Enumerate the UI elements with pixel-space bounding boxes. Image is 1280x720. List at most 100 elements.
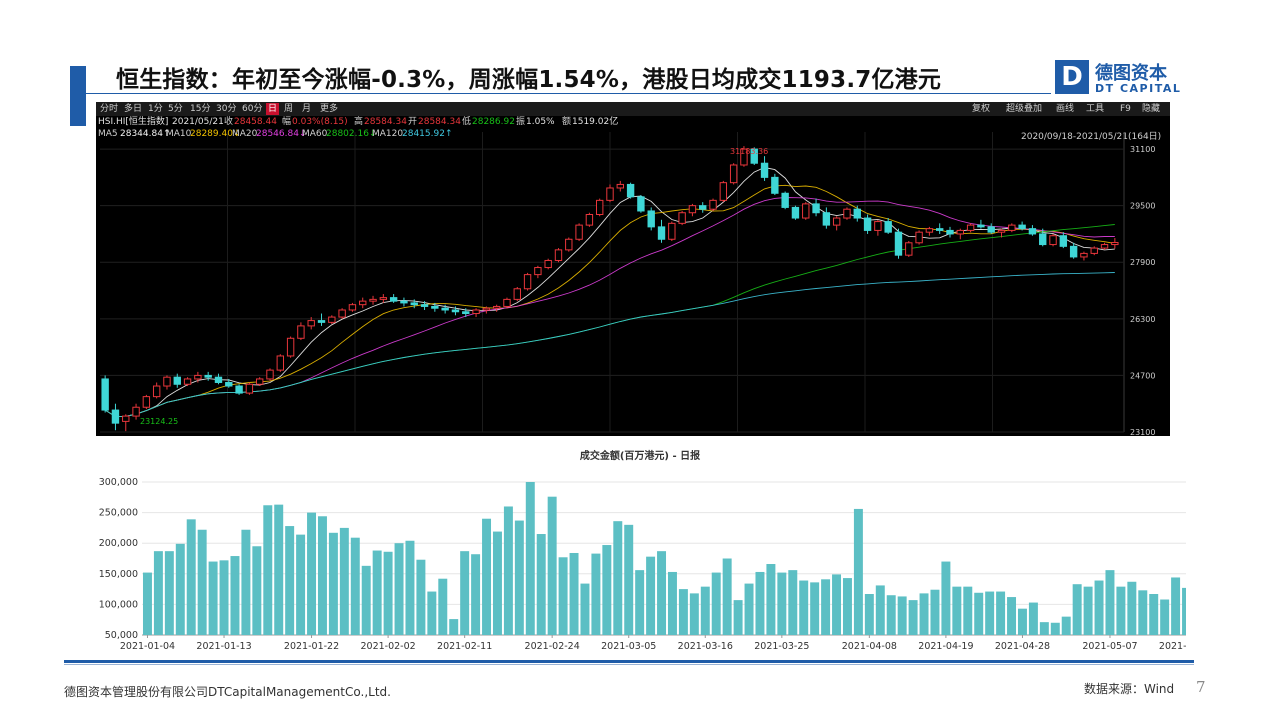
volume-y-tick: 250,000 bbox=[99, 508, 138, 519]
volume-bar bbox=[602, 545, 612, 635]
candle bbox=[1059, 232, 1068, 249]
volume-bar bbox=[1116, 586, 1126, 635]
volume-bar bbox=[952, 586, 962, 635]
volume-bar bbox=[197, 529, 207, 635]
volume-bar bbox=[766, 564, 776, 635]
volume-bar bbox=[919, 593, 929, 635]
candle bbox=[894, 228, 903, 259]
volume-x-tick: 2021-02-11 bbox=[437, 641, 492, 652]
volume-bar bbox=[383, 551, 393, 635]
candle bbox=[657, 219, 666, 243]
volume-y-tick: 50,000 bbox=[105, 630, 138, 641]
ma10-label: MA10 bbox=[166, 129, 192, 139]
volume-bar bbox=[460, 551, 470, 635]
candle bbox=[709, 198, 717, 211]
candle bbox=[1018, 221, 1026, 231]
candle bbox=[225, 378, 233, 388]
volume-bar bbox=[689, 593, 699, 635]
overlay-button[interactable]: 超级叠加 bbox=[1006, 104, 1043, 114]
volume-bar bbox=[274, 504, 284, 635]
candle bbox=[420, 301, 429, 310]
volume-bar bbox=[482, 518, 492, 635]
candles bbox=[101, 146, 1119, 432]
volume-x-tick: 2021-04-28 bbox=[995, 641, 1050, 652]
candle bbox=[565, 237, 573, 252]
candle bbox=[1111, 238, 1119, 249]
volume-bar bbox=[208, 561, 218, 635]
low-label: 低 bbox=[462, 117, 472, 127]
volume-bar bbox=[449, 619, 459, 635]
amplitude-value: 1.05% bbox=[526, 117, 555, 127]
volume-bar bbox=[996, 591, 1006, 635]
volume-bar bbox=[941, 561, 951, 635]
symbol-label: HSI.HI[恒生指数] bbox=[98, 117, 169, 127]
volume-bar bbox=[405, 540, 415, 635]
volume-bar bbox=[711, 572, 721, 635]
candle bbox=[905, 241, 913, 257]
candle bbox=[513, 287, 521, 302]
tab-week[interactable]: 周 bbox=[284, 104, 294, 114]
candle bbox=[410, 299, 418, 309]
candle bbox=[266, 368, 274, 381]
f9-button[interactable]: F9 bbox=[1120, 104, 1131, 114]
tab-more[interactable]: 更多 bbox=[320, 104, 339, 114]
tab-day[interactable]: 日 bbox=[266, 103, 280, 115]
candle bbox=[451, 306, 460, 316]
volume-bar bbox=[361, 565, 371, 635]
turnover-value: 1519.02亿 bbox=[572, 117, 619, 127]
volume-bar bbox=[241, 529, 251, 635]
candle bbox=[915, 230, 923, 245]
company-logo: D 德图资本 DT CAPITAL bbox=[1055, 60, 1185, 98]
candle bbox=[297, 322, 305, 341]
volume-chart-title: 成交金额(百万港元) - 日报 bbox=[579, 451, 701, 462]
volume-bar bbox=[471, 554, 481, 635]
candle bbox=[987, 223, 995, 234]
tab-60min[interactable]: 60分 bbox=[242, 104, 263, 114]
ma120-line bbox=[104, 272, 1115, 418]
price-tick-label: 27900 bbox=[1130, 258, 1155, 267]
volume-x-tick: 2021-01-22 bbox=[284, 641, 339, 652]
hide-button[interactable]: 隐藏 bbox=[1142, 104, 1161, 114]
volume-bar bbox=[635, 570, 645, 635]
tab-multiday[interactable]: 多日 bbox=[124, 104, 143, 114]
volume-y-tick: 100,000 bbox=[99, 599, 138, 610]
volume-x-tick: 2021-02-24 bbox=[525, 641, 580, 652]
volume-bar bbox=[1017, 608, 1027, 635]
candle bbox=[492, 304, 501, 312]
volume-x-tick: 2021-03-25 bbox=[754, 641, 809, 652]
close-label: 收 bbox=[224, 117, 234, 127]
candle bbox=[863, 214, 872, 234]
volume-bar bbox=[810, 582, 820, 635]
tab-1min[interactable]: 1分 bbox=[148, 104, 163, 114]
volume-bar bbox=[514, 520, 524, 635]
volume-bar bbox=[1138, 590, 1148, 635]
volume-x-tick: 2021-02-02 bbox=[360, 641, 415, 652]
period-toolbar: 分时 多日 1分 5分 15分 30分 60分 日 周 月 更多 复权 超级叠加… bbox=[96, 102, 1170, 116]
volume-bar bbox=[339, 527, 349, 635]
candle bbox=[884, 218, 892, 234]
page-number: 7 bbox=[1196, 678, 1206, 696]
kline-terminal: 分时 多日 1分 5分 15分 30分 60分 日 周 月 更多 复权 超级叠加… bbox=[96, 102, 1170, 436]
volume-bar bbox=[613, 521, 623, 635]
tab-intraday[interactable]: 分时 bbox=[100, 104, 119, 114]
candle bbox=[441, 304, 449, 314]
volume-bar bbox=[569, 552, 579, 635]
logo-english-name: DT CAPITAL bbox=[1095, 82, 1182, 95]
volume-bar bbox=[525, 482, 535, 635]
volume-y-tick: 300,000 bbox=[99, 477, 138, 488]
volume-bar bbox=[755, 571, 765, 635]
candle bbox=[596, 198, 604, 217]
volume-bar bbox=[1039, 622, 1049, 635]
candle bbox=[111, 403, 120, 431]
volume-bars bbox=[142, 482, 1186, 635]
tools-button[interactable]: 工具 bbox=[1086, 104, 1105, 114]
adjust-button[interactable]: 复权 bbox=[972, 104, 991, 114]
tab-15min[interactable]: 15分 bbox=[190, 104, 211, 114]
date-range-label: 2020/09/18-2021/05/21(164日) bbox=[1021, 132, 1162, 142]
tab-30min[interactable]: 30分 bbox=[216, 104, 237, 114]
candle bbox=[966, 223, 975, 233]
draw-line-button[interactable]: 画线 bbox=[1056, 104, 1075, 114]
volume-bar bbox=[263, 505, 273, 635]
tab-5min[interactable]: 5分 bbox=[168, 104, 183, 114]
tab-month[interactable]: 月 bbox=[302, 104, 312, 114]
